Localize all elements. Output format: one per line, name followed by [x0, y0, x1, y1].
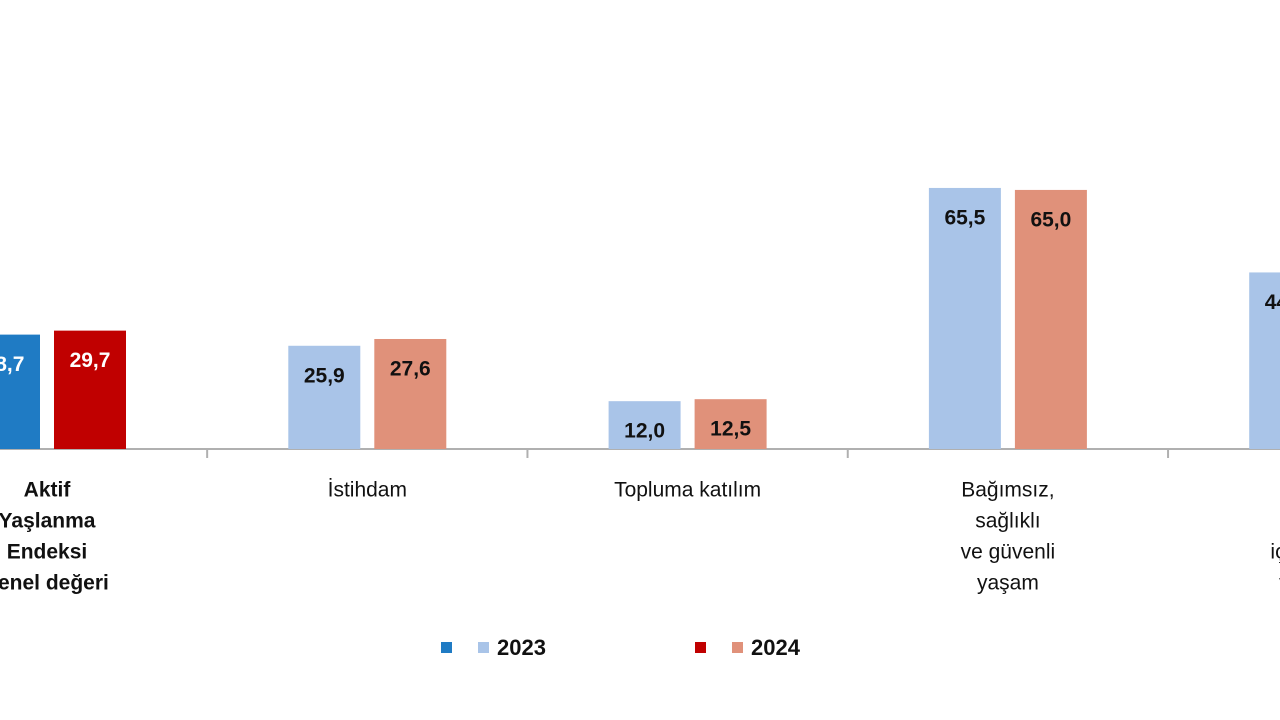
x-tick-label: ve güvenli [961, 541, 1056, 564]
bar [1249, 272, 1280, 449]
data-label: 65,0 [1030, 208, 1071, 231]
x-tick-label: Aktif [24, 479, 72, 502]
data-label: 44,3 [1265, 291, 1280, 314]
data-label: 28,7 [0, 353, 24, 376]
legend-label: 2023 [497, 635, 546, 660]
bar [694, 399, 767, 449]
x-tick-label: genel değeri [0, 572, 109, 595]
x-tick-label: yaşam [977, 572, 1039, 595]
x-tick-label: İstihdam [328, 479, 407, 502]
bar [1014, 189, 1087, 449]
data-label: 29,7 [70, 349, 111, 372]
legend-label: 2024 [751, 635, 801, 660]
x-tick-label: için kapasite [1270, 541, 1280, 564]
legend-swatch [478, 642, 489, 653]
x-tick-label: Yaşlanma [0, 510, 96, 533]
data-label: 27,6 [390, 358, 431, 381]
bar [374, 338, 447, 449]
x-tick-label: sağlıklı [975, 510, 1040, 533]
data-label: 12,5 [710, 418, 751, 441]
bar [928, 187, 1001, 449]
data-label: 65,5 [944, 206, 985, 229]
bar [288, 345, 361, 449]
x-tick-label: Topluma katılım [614, 479, 761, 502]
legend-swatch [732, 642, 743, 653]
bar [608, 401, 681, 449]
bar [0, 334, 40, 449]
bar [54, 330, 126, 449]
data-label: 12,0 [624, 420, 665, 443]
x-tick-label: Bağımsız, [961, 479, 1054, 502]
legend-swatch [695, 642, 706, 653]
legend-swatch [441, 642, 452, 653]
data-label: 25,9 [304, 364, 345, 387]
x-tick-label: Endeksi [7, 541, 88, 564]
